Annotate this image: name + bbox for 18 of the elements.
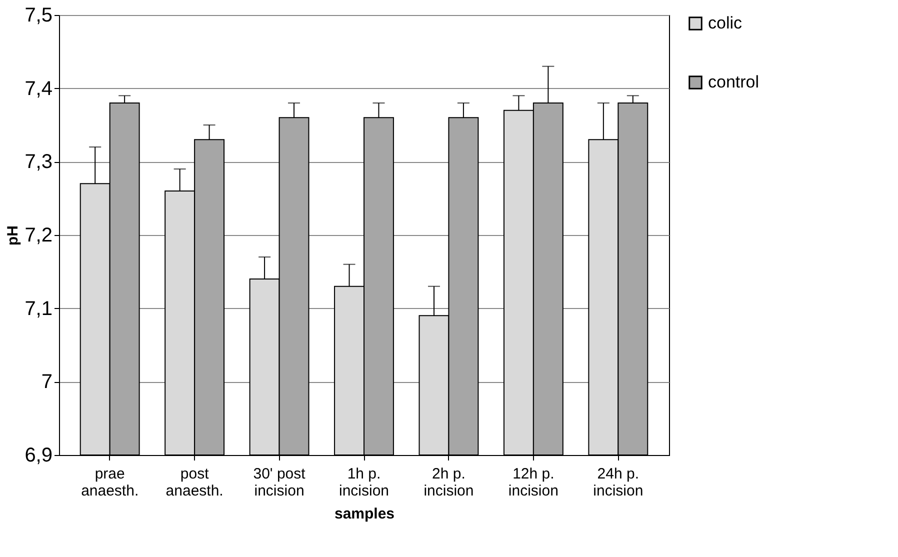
y-tick-label: 7,2 bbox=[24, 224, 52, 246]
x-tick-label: 12h p. incision bbox=[508, 466, 558, 500]
x-axis-title: samples bbox=[334, 506, 395, 522]
y-tick-label: 7,3 bbox=[24, 151, 52, 174]
y-tick-label: 7,1 bbox=[24, 298, 52, 320]
x-tick-label: 1h p. incision bbox=[338, 466, 390, 500]
y-tick-label: 7,5 bbox=[24, 4, 52, 26]
x-tick-label: 30' post incision bbox=[253, 466, 306, 500]
y-tick-label: 6,9 bbox=[24, 444, 52, 466]
legend-label: control bbox=[708, 72, 760, 92]
x-tick-label: post anaesth. bbox=[166, 466, 224, 500]
x-tick-label: 24h p. incision bbox=[593, 466, 644, 500]
y-tick-label: 7,4 bbox=[24, 78, 52, 100]
y-axis-title: pH bbox=[4, 226, 22, 246]
x-tick-label: prae anaesth. bbox=[81, 466, 139, 500]
legend-label: colic bbox=[708, 14, 743, 32]
y-tick-label: 7 bbox=[41, 371, 52, 394]
x-tick-label: 2h p. incision bbox=[424, 466, 474, 500]
